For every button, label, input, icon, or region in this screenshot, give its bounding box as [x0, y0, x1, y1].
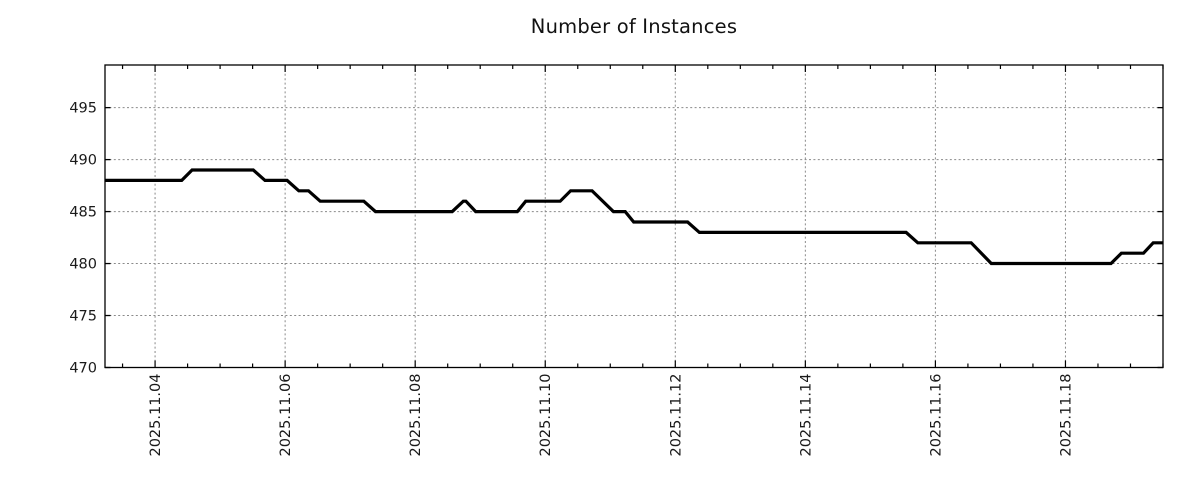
x-tick-label: 2025.11.18 — [1058, 374, 1074, 457]
x-tick-label: 2025.11.04 — [148, 374, 164, 457]
x-tick-label-group: 2025.11.08 — [408, 374, 424, 457]
x-tick-label: 2025.11.16 — [928, 374, 944, 457]
x-tick-label: 2025.11.08 — [408, 374, 424, 457]
x-tick-label-group: 2025.11.04 — [148, 374, 164, 457]
x-tick-label-group: 2025.11.16 — [928, 374, 944, 457]
plot-border — [104, 64, 1164, 369]
y-tick-label: 490 — [69, 153, 97, 169]
y-tick-label: 495 — [69, 101, 97, 117]
y-tick-label: 475 — [69, 309, 97, 325]
x-tick-label-group: 2025.11.12 — [668, 374, 684, 457]
x-tick-label: 2025.11.14 — [798, 374, 814, 457]
y-tick-label: 480 — [69, 257, 97, 273]
chart-title: Number of Instances — [530, 15, 738, 38]
x-tick-label: 2025.11.06 — [278, 374, 294, 457]
y-tick-label: 485 — [69, 205, 97, 221]
x-tick-label: 2025.11.10 — [538, 374, 554, 457]
y-tick-label: 470 — [69, 361, 97, 377]
x-tick-label: 2025.11.12 — [668, 374, 684, 457]
data-line-instances — [105, 168, 1163, 266]
x-tick-label-group: 2025.11.10 — [538, 374, 554, 457]
x-tick-label-group: 2025.11.14 — [798, 374, 814, 457]
x-tick-label-group: 2025.11.18 — [1058, 374, 1074, 457]
x-tick-label-group: 2025.11.06 — [278, 374, 294, 457]
